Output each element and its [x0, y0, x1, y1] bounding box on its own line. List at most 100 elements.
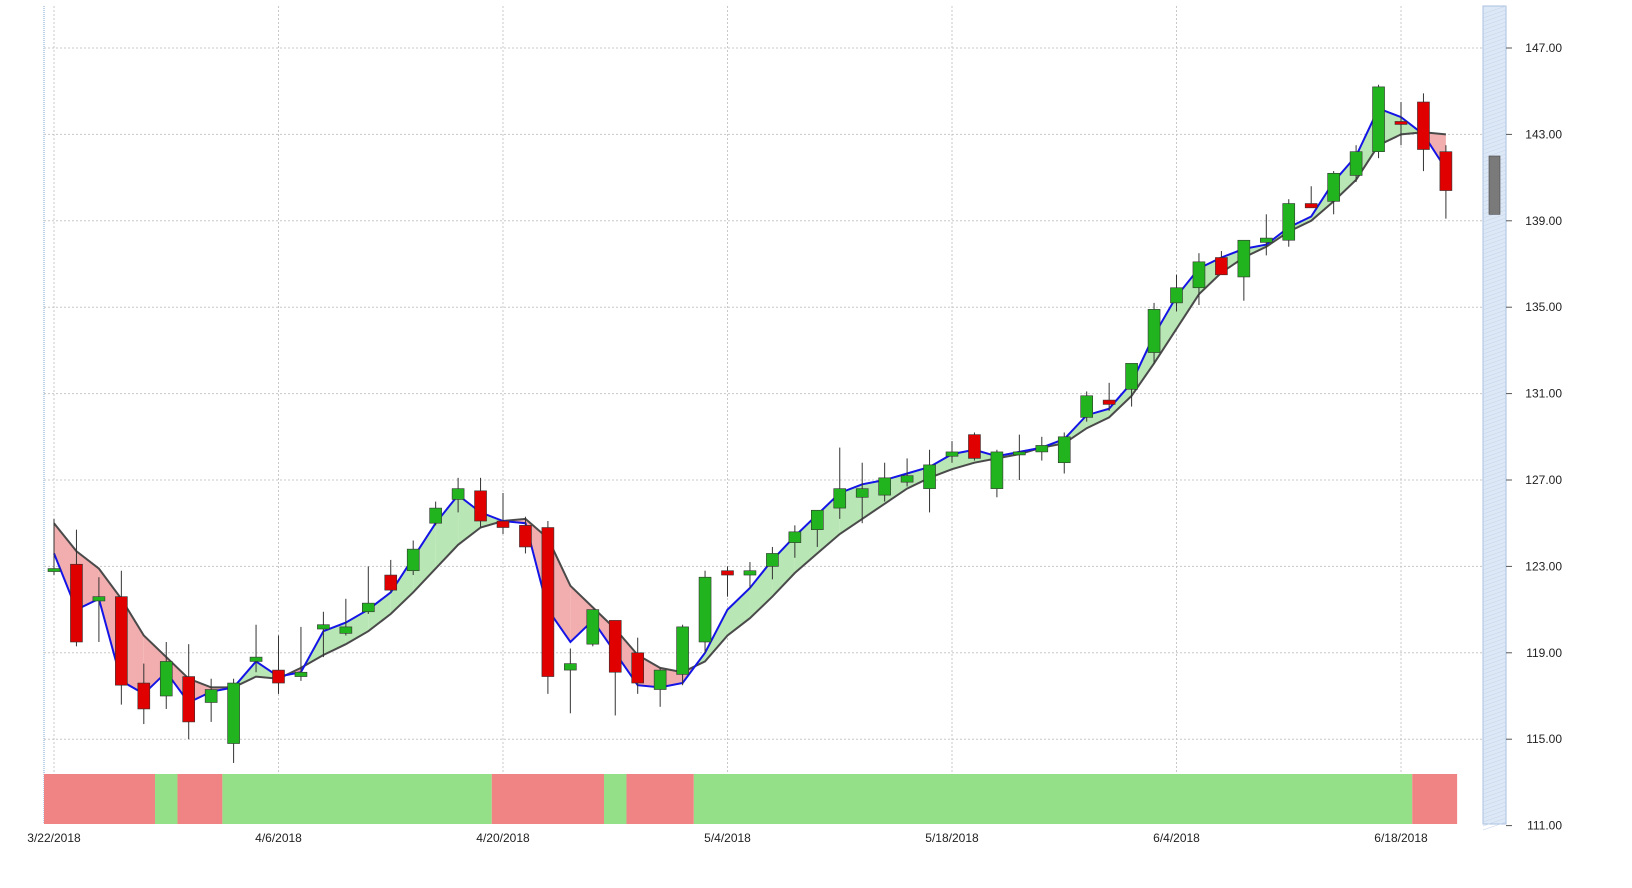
band-segment-down — [491, 774, 605, 824]
x-tick-label: 4/20/2018 — [476, 831, 530, 845]
candle — [115, 570, 128, 705]
hatch-line — [1482, 569, 1507, 579]
hatch-line — [1482, 109, 1507, 119]
hatch-line — [1482, 17, 1507, 27]
hatch-line — [1482, 245, 1507, 255]
hatch-line — [1482, 817, 1507, 827]
hatch-line — [1482, 561, 1507, 571]
hatch-line — [1482, 5, 1507, 15]
candle — [1394, 102, 1408, 146]
hatch-line — [1482, 689, 1507, 699]
band-segment-up — [604, 774, 627, 824]
hatch-line — [1482, 609, 1507, 619]
candle-body — [317, 624, 330, 630]
hatch-line — [1482, 665, 1507, 675]
y-tick-label: 115.00 — [1526, 732, 1562, 746]
hatch-line — [1482, 45, 1507, 55]
hatch-line — [1482, 765, 1507, 775]
hatch-line — [1482, 553, 1507, 563]
hatch-line — [1482, 685, 1507, 695]
candle-body — [608, 620, 622, 673]
hatch-line — [1482, 585, 1507, 595]
candle-body — [159, 661, 173, 697]
hatch-line — [1482, 777, 1507, 787]
candle-body — [810, 509, 824, 530]
candle-body — [272, 669, 285, 684]
hatch-line — [1482, 85, 1507, 95]
hatch-line — [1482, 473, 1507, 483]
hatch-line — [1482, 721, 1507, 731]
candle — [272, 635, 285, 694]
candle — [586, 609, 600, 647]
candle — [182, 644, 195, 740]
candle — [1349, 145, 1363, 182]
candle-body — [1372, 86, 1385, 152]
candle-body — [294, 671, 308, 677]
hatch-line — [1482, 613, 1507, 623]
hatch-line — [1482, 281, 1507, 291]
candle — [833, 447, 847, 519]
x-axis-tick-labels: 3/22/2018 4/6/2018 4/20/2018 5/4/2018 5/18/2… — [27, 831, 1428, 845]
hatch-line — [1482, 533, 1507, 543]
candle — [1260, 214, 1273, 256]
candle-body — [182, 676, 195, 723]
candle — [1304, 186, 1318, 209]
candle — [1439, 145, 1453, 219]
hatch-line — [1482, 633, 1507, 643]
candle-body — [1057, 436, 1071, 464]
hatch-line — [1482, 217, 1507, 227]
ribbon-segment-up — [368, 592, 391, 632]
hatch-line — [1482, 497, 1507, 507]
hatch-line — [1482, 577, 1507, 587]
candle-body — [878, 477, 891, 496]
candle-body — [766, 553, 779, 567]
candle — [900, 458, 914, 487]
candle — [1147, 302, 1161, 364]
ribbon-segment-up — [749, 559, 773, 619]
ribbon-segment-up — [727, 588, 750, 636]
hatch-line — [1482, 77, 1507, 87]
hatch-line — [1482, 717, 1507, 727]
candle — [137, 663, 151, 725]
candle — [945, 441, 959, 463]
hatch-line — [1482, 237, 1507, 247]
hatch-line — [1482, 705, 1507, 715]
candle — [1013, 434, 1026, 480]
hatch-line — [1482, 265, 1507, 275]
hatch-line — [1482, 701, 1507, 711]
hatch-line — [1482, 297, 1507, 307]
hatch-line — [1482, 457, 1507, 467]
hatch-line — [1482, 697, 1507, 707]
hatch-line — [1482, 773, 1507, 783]
candle — [1282, 199, 1296, 247]
hatch-line — [1482, 453, 1507, 463]
hatch-line — [1482, 333, 1507, 343]
hatch-line — [1482, 449, 1507, 459]
candle — [788, 525, 802, 558]
hatch-line — [1482, 325, 1507, 335]
candle-body — [990, 451, 1004, 489]
candle — [339, 598, 353, 636]
hatch-line — [1482, 737, 1507, 747]
candle — [406, 540, 420, 576]
hatch-line — [1482, 661, 1507, 671]
candle — [159, 642, 173, 709]
hatch-line — [1482, 97, 1507, 107]
candle — [990, 449, 1004, 498]
y-axis-tick-labels: 147.00 143.00 139.00 135.00 131.00 127.00 123.… — [1506, 41, 1562, 833]
hatch-line — [1482, 581, 1507, 591]
hatch-line — [1482, 353, 1507, 363]
candle — [249, 624, 263, 673]
hatch-line — [1482, 89, 1507, 99]
x-tick-label: 5/4/2018 — [704, 831, 751, 845]
ribbon-segment-up — [345, 609, 369, 645]
y-tick-label: 131.00 — [1525, 387, 1562, 401]
hatch-line — [1482, 329, 1507, 339]
hatch-line — [1482, 417, 1507, 427]
hatch-line — [1482, 229, 1507, 239]
candle — [496, 492, 510, 534]
hatch-line — [1482, 341, 1507, 351]
hatch-line — [1482, 37, 1507, 47]
hatch-line — [1482, 545, 1507, 555]
